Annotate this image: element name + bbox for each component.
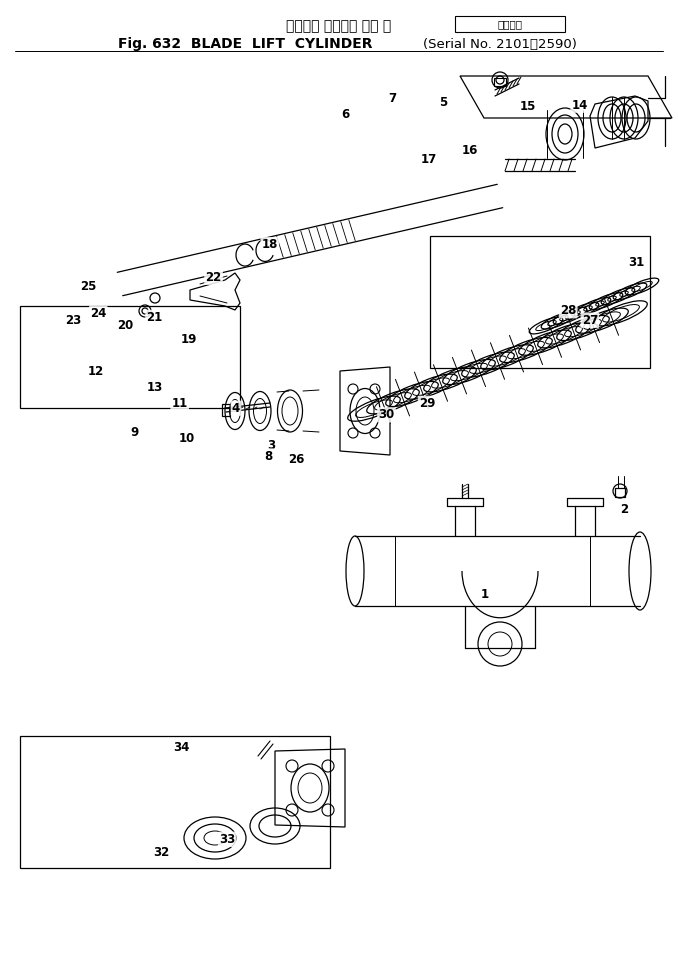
Text: 8: 8 [264,449,273,463]
Text: 16: 16 [462,143,478,157]
Text: 24: 24 [90,307,106,320]
Bar [615,488,625,497]
Text: 13: 13 [146,380,163,394]
Text: 21: 21 [146,311,163,324]
Text: 22: 22 [205,271,222,284]
Text: 31: 31 [628,256,644,270]
Text: 30: 30 [378,408,395,422]
Text: 23: 23 [65,314,81,327]
Text: 33: 33 [219,833,235,846]
Text: Fig. 632  BLADE  LIFT  CYLINDER: Fig. 632 BLADE LIFT CYLINDER [118,37,372,51]
Text: 2: 2 [620,503,628,516]
Text: 32: 32 [153,846,170,859]
Text: 11: 11 [172,397,188,410]
Text: 25: 25 [80,280,96,293]
Text: 17: 17 [420,153,437,166]
Text: 10: 10 [178,432,195,445]
Text: 27: 27 [582,314,598,327]
Text: 14: 14 [572,98,588,112]
Text: 15: 15 [519,99,536,113]
Text: 6: 6 [342,108,350,121]
Text: 12: 12 [88,365,104,379]
Text: 4: 4 [232,402,240,415]
Text: 20: 20 [117,318,134,332]
Bar [494,78,506,86]
Circle shape [142,308,148,314]
Text: 9: 9 [130,425,138,439]
Text: 18: 18 [262,238,278,251]
Text: 5: 5 [439,96,447,109]
Text: 28: 28 [560,304,576,317]
Text: ブレード リフトシ リン ダ: ブレード リフトシ リン ダ [286,19,392,33]
Text: 26: 26 [288,453,304,467]
Text: 3: 3 [267,439,275,452]
Text: 19: 19 [180,333,197,346]
Bar [455,16,565,32]
Text: 1: 1 [481,588,489,601]
Text: (Serial No. 2101～2590): (Serial No. 2101～2590) [423,37,577,51]
Text: 適用号機: 適用号機 [498,19,523,29]
Text: 34: 34 [174,741,190,754]
Text: 7: 7 [388,92,396,105]
Text: 29: 29 [419,397,435,410]
Bar [222,404,230,416]
